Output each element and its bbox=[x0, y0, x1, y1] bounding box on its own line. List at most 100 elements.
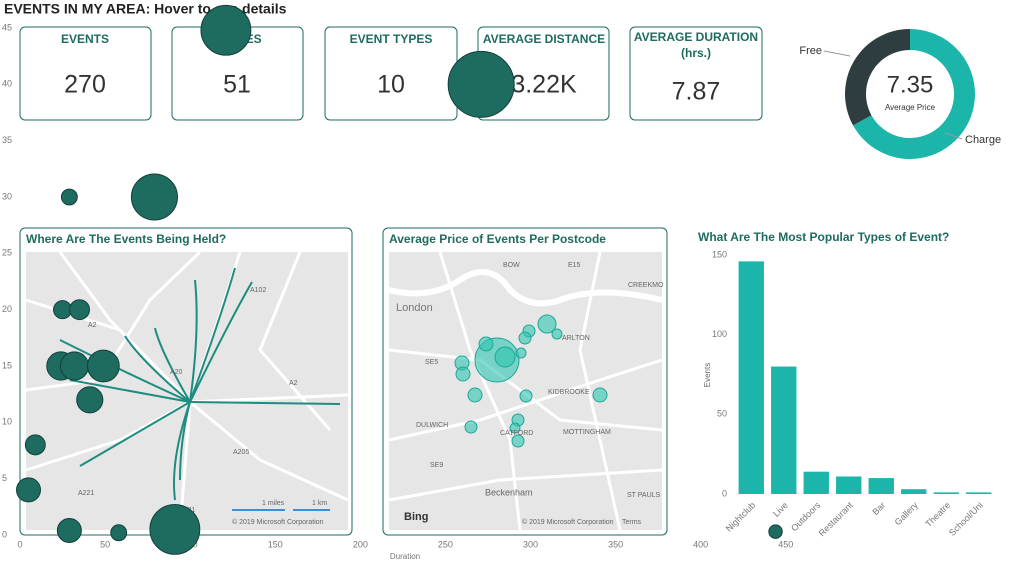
x-tick-label: 200 bbox=[353, 539, 368, 549]
y-tick-label: 35 bbox=[2, 135, 12, 145]
y-tick-label: 150 bbox=[712, 249, 727, 259]
map-panel: Where Are The Events Being Held? A102 A2… bbox=[19, 227, 353, 536]
scatter-point bbox=[447, 50, 515, 118]
kpi-cards: EVENTS 270 VENUES 51 EVENT TYPES 10 AVER… bbox=[19, 26, 763, 121]
map-label: A221 bbox=[78, 490, 94, 497]
kpi-card bbox=[629, 26, 763, 121]
map-label: CATFORD bbox=[500, 430, 533, 437]
y-tick-label: 30 bbox=[2, 191, 12, 201]
bar bbox=[836, 476, 862, 494]
map-label: CREEKMO bbox=[628, 282, 664, 289]
map-label: A2 bbox=[289, 380, 298, 387]
panel-title: Average Price of Events Per Postcode bbox=[389, 232, 606, 246]
scatter-point bbox=[56, 517, 82, 543]
x-tick-label: 150 bbox=[268, 539, 283, 549]
x-tick-label: 50 bbox=[100, 539, 110, 549]
bar bbox=[901, 489, 927, 494]
scatter-point bbox=[76, 386, 104, 414]
bar bbox=[933, 492, 959, 494]
bar-chart: What Are The Most Popular Types of Event… bbox=[698, 230, 992, 539]
y-tick-label: 15 bbox=[2, 360, 12, 370]
map-label: ARLTON bbox=[562, 335, 590, 342]
leader-line bbox=[823, 50, 851, 57]
donut-slice bbox=[844, 28, 910, 126]
panel-title: Where Are The Events Being Held? bbox=[26, 232, 226, 246]
scatter-chart: Duration 0510152025303540450501001502002… bbox=[2, 4, 793, 561]
x-tick-label: 250 bbox=[438, 539, 453, 549]
kpi-label: (hrs.) bbox=[681, 46, 711, 60]
y-tick-label: 10 bbox=[2, 417, 12, 427]
x-axis-label: Duration bbox=[390, 552, 420, 561]
y-tick-label: 0 bbox=[722, 488, 727, 498]
kpi-value: 10 bbox=[377, 71, 405, 99]
donut-label: Charge bbox=[965, 134, 1001, 146]
kpi-value: 3.22K bbox=[511, 71, 577, 99]
map-label: KIDBROOKE bbox=[548, 389, 590, 396]
map-label: BOW bbox=[503, 262, 520, 269]
map-credit: © 2019 Microsoft Corporation bbox=[232, 518, 324, 526]
map-label: E15 bbox=[568, 262, 581, 269]
y-tick-label: 40 bbox=[2, 79, 12, 89]
x-tick-label: Gallery bbox=[893, 500, 921, 528]
map-label: A2 bbox=[88, 322, 97, 329]
donut-chart: 7.35 Average Price Free Charge bbox=[799, 28, 1001, 160]
map-credit: © 2019 Microsoft Corporation bbox=[522, 518, 614, 526]
bar bbox=[966, 492, 992, 494]
bar bbox=[738, 261, 764, 494]
scatter-point bbox=[110, 524, 128, 542]
chart-title: What Are The Most Popular Types of Event… bbox=[698, 230, 949, 244]
bar bbox=[868, 478, 894, 494]
map-label: MOTTINGHAM bbox=[563, 429, 611, 436]
scatter-point bbox=[200, 4, 252, 56]
scatter-point bbox=[53, 300, 73, 320]
river bbox=[388, 269, 663, 307]
kpi-card bbox=[19, 26, 152, 121]
flow-lines bbox=[59, 267, 341, 501]
x-tick-label: Nightclub bbox=[724, 500, 758, 534]
x-tick-label: Live bbox=[771, 500, 790, 519]
x-tick-label: Bar bbox=[870, 500, 887, 517]
scale-label: 1 km bbox=[312, 500, 327, 507]
scatter-point bbox=[24, 434, 46, 456]
x-tick-label: 0 bbox=[17, 539, 22, 549]
map-label: A205 bbox=[233, 449, 249, 456]
map-label: A20 bbox=[170, 369, 183, 376]
kpi-value: 51 bbox=[223, 71, 251, 99]
y-tick-label: 20 bbox=[2, 304, 12, 314]
map-terms[interactable]: Terms bbox=[622, 519, 642, 526]
scatter-point bbox=[60, 188, 78, 206]
kpi-value: 7.87 bbox=[672, 78, 721, 106]
leader-line bbox=[944, 132, 963, 140]
map-label: SE9 bbox=[430, 462, 443, 469]
y-axis-label: Events bbox=[703, 363, 712, 387]
map-label: London bbox=[396, 302, 433, 314]
y-tick-label: 45 bbox=[2, 22, 12, 32]
x-tick-label: Theatre bbox=[923, 500, 952, 529]
x-tick-label: Outdoors bbox=[789, 500, 823, 534]
map-label: ST PAULS bbox=[627, 492, 661, 499]
map-label: DULWICH bbox=[416, 422, 448, 429]
scatter-point bbox=[69, 299, 91, 321]
scale-label: 1 miles bbox=[262, 500, 285, 507]
y-tick-label: 25 bbox=[2, 248, 12, 258]
price-bubbles bbox=[454, 314, 608, 448]
donut-slice bbox=[853, 29, 975, 160]
kpi-label: AVERAGE DISTANCE bbox=[483, 32, 605, 46]
map-label: A102 bbox=[250, 287, 266, 294]
x-tick-label: School/Uni bbox=[947, 500, 985, 538]
x-tick-label: 400 bbox=[693, 539, 708, 549]
map-panel: Average Price of Events Per Postcode BOW… bbox=[382, 227, 668, 536]
bar bbox=[803, 471, 829, 494]
bar bbox=[771, 366, 797, 494]
map-brand: Bing bbox=[404, 511, 428, 523]
y-tick-label: 100 bbox=[712, 329, 727, 339]
donut-center-value: 7.35 bbox=[887, 71, 934, 98]
x-tick-label: 300 bbox=[523, 539, 538, 549]
map-label: SE5 bbox=[425, 359, 438, 366]
x-tick-label: 350 bbox=[608, 539, 623, 549]
kpi-label: EVENT TYPES bbox=[350, 32, 433, 46]
scatter-point bbox=[87, 349, 120, 383]
x-tick-label: Restaurant bbox=[817, 500, 856, 539]
scatter-point bbox=[149, 503, 201, 555]
